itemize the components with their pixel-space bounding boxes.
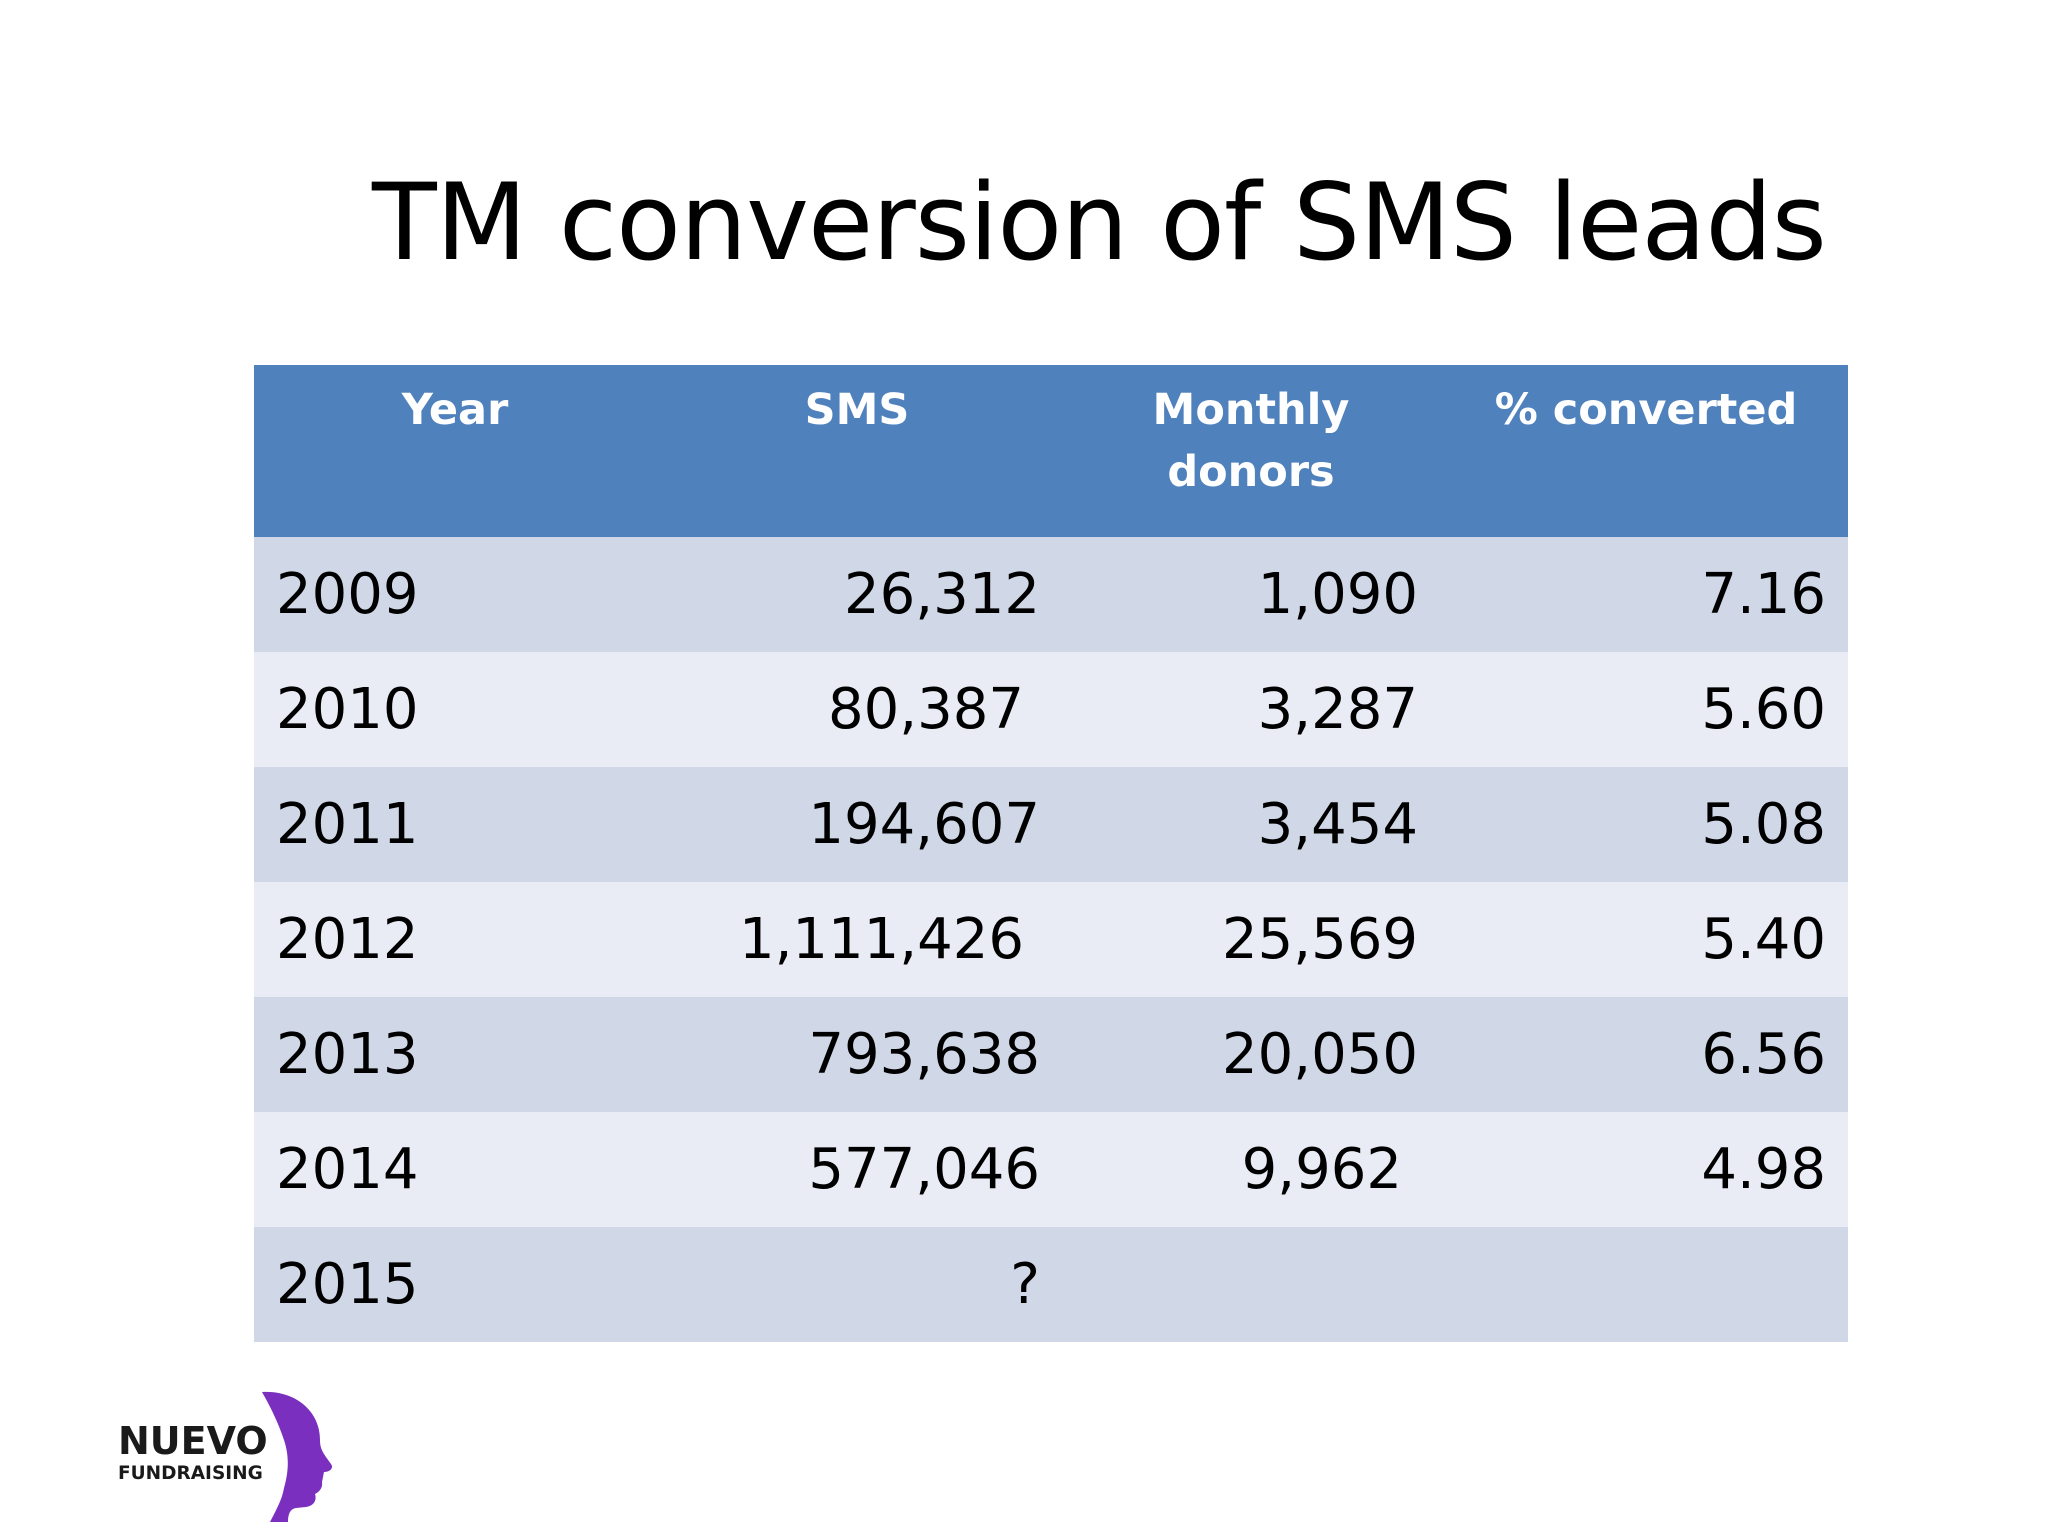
table-row: 2010 80,387 3,287 5.60: [254, 652, 1848, 767]
cell-sms: 793,638: [808, 1022, 1040, 1087]
header-donors-line2: donors: [1167, 447, 1335, 497]
nuevo-fundraising-logo: NUEVO FUNDRAISING: [118, 1391, 332, 1522]
header-percent-converted: % converted: [1494, 385, 1798, 435]
cell-monthly-donors: 1,090: [1257, 562, 1418, 627]
cell-year: 2012: [276, 907, 419, 972]
cell-sms: ?: [1010, 1252, 1040, 1317]
cell-monthly-donors: 20,050: [1222, 1022, 1418, 1087]
header-monthly-donors: Monthly donors: [1058, 365, 1444, 537]
conversion-table: Year SMS Monthly donors % converted 2009 …: [254, 365, 1848, 1342]
cell-sms: 1,111,426: [738, 907, 1024, 972]
logo-wordmark-fundraising: FUNDRAISING: [118, 1463, 263, 1484]
table-header-row: Year SMS Monthly donors % converted: [254, 365, 1848, 537]
header-sms: SMS: [804, 385, 910, 435]
cell-sms: 80,387: [828, 677, 1024, 742]
cell-monthly-donors: 9,962: [1241, 1137, 1402, 1202]
cell-percent-converted: 5.40: [1701, 907, 1826, 972]
cell-year: 2013: [276, 1022, 419, 1087]
table-row: 2012 1,111,426 25,569 5.40: [254, 882, 1848, 997]
cell-percent-converted: 5.08: [1701, 792, 1826, 857]
cell-year: 2010: [276, 677, 419, 742]
cell-monthly-donors: 3,454: [1257, 792, 1418, 857]
header-year: Year: [401, 385, 509, 435]
table-row: 2014 577,046 9,962 4.98: [254, 1112, 1848, 1227]
cell-monthly-donors: [1058, 1227, 1444, 1342]
cell-percent-converted: 5.60: [1701, 677, 1826, 742]
cell-year: 2014: [276, 1137, 419, 1202]
cell-monthly-donors: 25,569: [1222, 907, 1418, 972]
cell-percent-converted: 6.56: [1701, 1022, 1826, 1087]
cell-monthly-donors: 3,287: [1257, 677, 1418, 742]
cell-percent-converted: 4.98: [1701, 1137, 1826, 1202]
cell-year: 2009: [276, 562, 419, 627]
cell-year: 2015: [276, 1252, 419, 1317]
table-row: 2011 194,607 3,454 5.08: [254, 767, 1848, 882]
head-profile-icon: [262, 1391, 332, 1522]
cell-sms: 26,312: [844, 562, 1040, 627]
cell-sms: 194,607: [808, 792, 1040, 857]
header-donors-line1: Monthly: [1152, 385, 1350, 435]
slide-title: TM conversion of SMS leads: [372, 161, 1827, 284]
cell-year: 2011: [276, 792, 419, 857]
cell-percent-converted: [1444, 1227, 1848, 1342]
cell-percent-converted: 7.16: [1701, 562, 1826, 627]
logo-wordmark-nuevo: NUEVO: [118, 1419, 268, 1463]
table-row: 2009 26,312 1,090 7.16: [254, 537, 1848, 652]
cell-sms: 577,046: [808, 1137, 1040, 1202]
table-row: 2013 793,638 20,050 6.56: [254, 997, 1848, 1112]
table-row: 2015 ?: [254, 1227, 1848, 1342]
